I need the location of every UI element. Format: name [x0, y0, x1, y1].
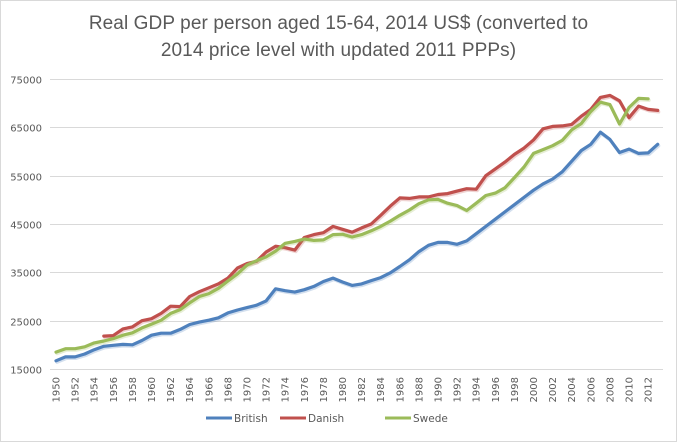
series-line-danish — [102, 93, 660, 338]
x-tick-label: 1960 — [147, 377, 158, 402]
y-tick-label: 45000 — [10, 221, 42, 232]
x-tick-label: 2010 — [625, 377, 636, 402]
x-tick-label: 2012 — [644, 377, 655, 402]
legend-item-danish: Danish — [280, 413, 344, 425]
x-axis-tick-labels: 1950 1952 1954 1956 1958 1960 1962 1964 1966 1968… — [52, 377, 655, 402]
legend-item-swede: Swede — [385, 413, 448, 425]
series-shadow-danish — [103, 95, 661, 340]
series-shadow-swede — [55, 98, 651, 356]
legend: British Danish Swede — [206, 413, 448, 425]
x-tick-label: 1954 — [90, 377, 101, 402]
x-tick-label: 1952 — [71, 377, 82, 402]
y-tick-label: 15000 — [10, 366, 42, 377]
x-tick-label: 1970 — [243, 377, 254, 402]
x-tick-label: 2002 — [548, 377, 559, 402]
chart-title: Real GDP per person aged 15-64, 2014 US$… — [0, 10, 677, 64]
x-tick-label: 1990 — [434, 377, 445, 402]
series-line-british — [54, 130, 660, 363]
x-tick-label: 1988 — [414, 377, 425, 402]
x-tick-label: 1976 — [300, 377, 311, 402]
x-tick-label: 1966 — [204, 377, 215, 402]
legend-label-danish: Danish — [308, 413, 344, 425]
chart-title-line-2: 2014 price level with updated 2011 PPPs) — [160, 40, 517, 61]
y-tick-label: 75000 — [10, 76, 42, 87]
series-lines — [54, 93, 661, 364]
chart-title-line-1: Real GDP per person aged 15-64, 2014 US$… — [88, 13, 589, 34]
x-tick-label: 2006 — [586, 377, 597, 402]
x-tick-label: 1998 — [510, 377, 521, 402]
x-tick-label: 1982 — [357, 377, 368, 402]
legend-item-british: British — [206, 413, 268, 425]
y-tick-label: 25000 — [10, 318, 42, 329]
x-tick-label: 1974 — [281, 377, 292, 402]
x-tick-label: 2004 — [567, 377, 578, 402]
series-shadow-british — [55, 132, 661, 364]
legend-label-swede: Swede — [413, 413, 448, 425]
x-tick-label: 1972 — [262, 377, 273, 402]
y-tick-label: 35000 — [10, 269, 42, 280]
series-line-swede — [54, 96, 650, 354]
y-axis-tick-labels: 15000 25000 35000 45000 55000 65000 75000 — [10, 76, 42, 377]
x-tick-label: 1996 — [491, 377, 502, 402]
x-tick-label: 1978 — [319, 377, 330, 402]
x-tick-label: 1986 — [395, 377, 406, 402]
y-tick-label: 55000 — [10, 173, 42, 184]
x-tick-label: 1994 — [472, 377, 483, 402]
y-tick-label: 65000 — [10, 124, 42, 135]
x-tick-label: 1968 — [223, 377, 234, 402]
x-tick-label: 1956 — [109, 377, 120, 402]
x-tick-label: 1984 — [376, 377, 387, 402]
x-tick-label: 1992 — [453, 377, 464, 402]
x-tick-label: 2008 — [605, 377, 616, 402]
x-tick-label: 1964 — [185, 377, 196, 402]
legend-label-british: British — [234, 413, 268, 425]
x-tick-label: 2000 — [529, 377, 540, 402]
x-tick-label: 1962 — [166, 377, 177, 402]
x-tick-label: 1980 — [338, 377, 349, 402]
x-tick-label: 1950 — [52, 377, 63, 402]
x-tick-label: 1958 — [128, 377, 139, 402]
